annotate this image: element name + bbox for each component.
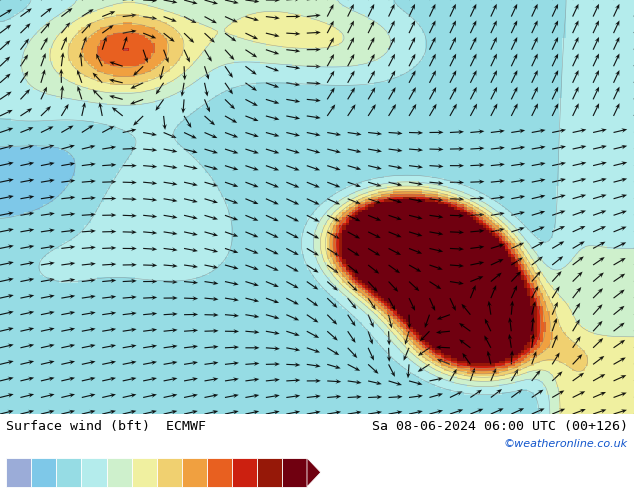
Bar bbox=[207, 458, 232, 487]
Bar bbox=[182, 458, 207, 487]
Bar bbox=[107, 458, 132, 487]
Bar bbox=[56, 458, 82, 487]
Bar bbox=[282, 458, 307, 487]
Bar bbox=[32, 458, 56, 487]
Text: Surface wind (bft)  ECMWF: Surface wind (bft) ECMWF bbox=[6, 420, 206, 434]
Text: Sa 08-06-2024 06:00 UTC (00+126): Sa 08-06-2024 06:00 UTC (00+126) bbox=[372, 420, 628, 434]
Bar bbox=[157, 458, 182, 487]
Bar bbox=[132, 458, 157, 487]
Bar bbox=[257, 458, 282, 487]
Polygon shape bbox=[307, 458, 321, 487]
Bar bbox=[6, 458, 32, 487]
Bar bbox=[82, 458, 107, 487]
Bar bbox=[232, 458, 257, 487]
Text: ©weatheronline.co.uk: ©weatheronline.co.uk bbox=[503, 439, 628, 449]
